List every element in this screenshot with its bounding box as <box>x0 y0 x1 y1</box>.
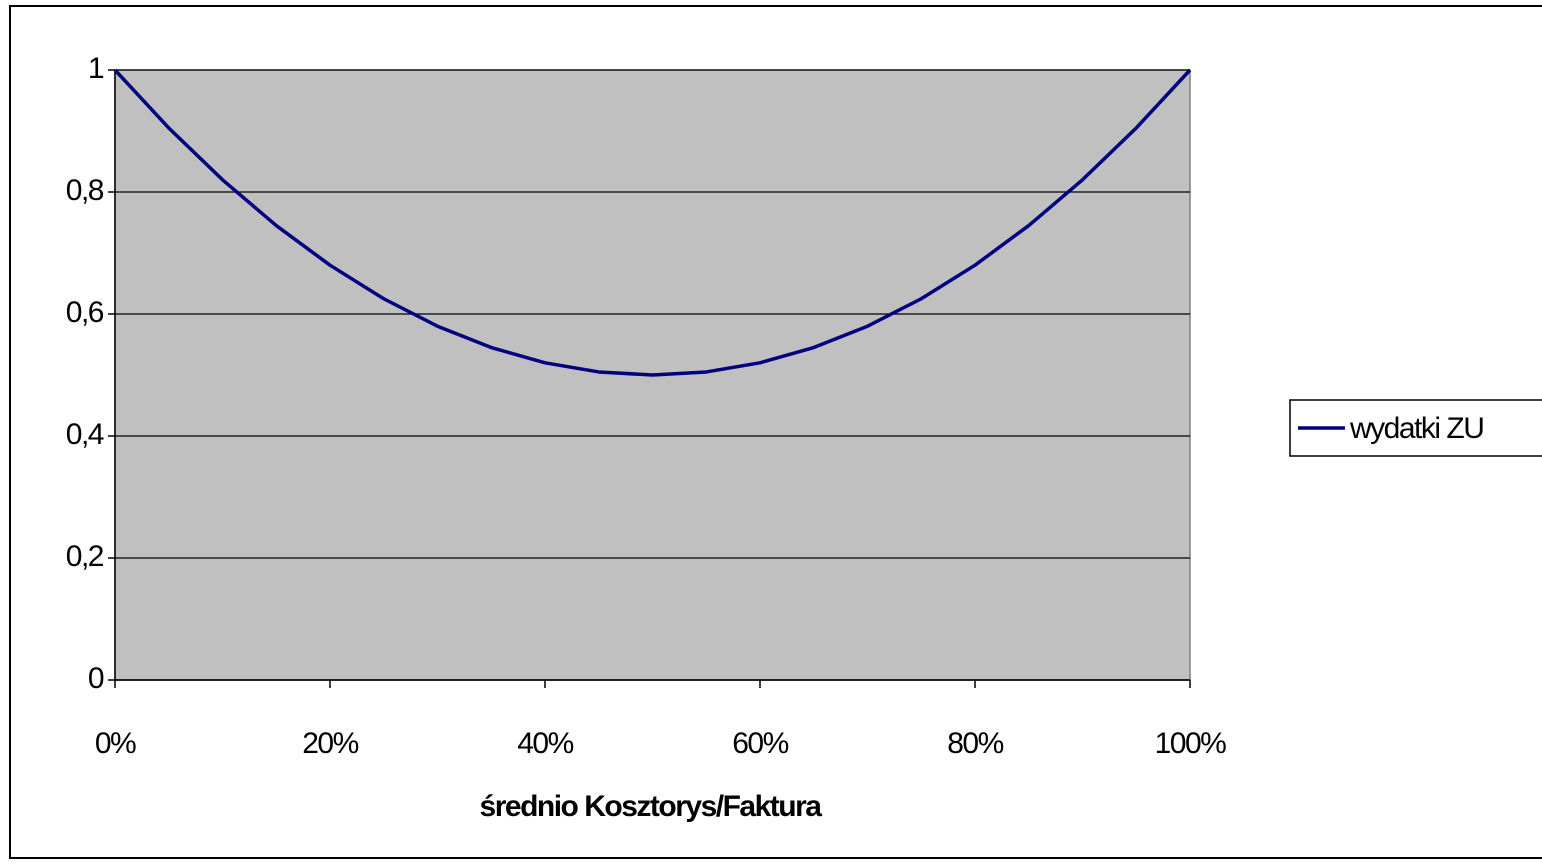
y-tick-label: 0,4 <box>66 418 104 451</box>
legend-label: wydatki ZU <box>1349 412 1483 445</box>
y-tick-label: 0,2 <box>66 540 104 573</box>
series-line <box>113 68 1192 377</box>
x-tick-label: 100% <box>1155 727 1227 760</box>
x-tick-label: 20% <box>302 727 358 760</box>
y-tick-label: 0,6 <box>66 296 104 329</box>
y-tick-label: 0 <box>88 662 104 695</box>
x-tick-label: 0% <box>95 727 136 760</box>
x-tick-label: 40% <box>517 727 573 760</box>
y-tick-label: 0,8 <box>66 174 104 207</box>
x-axis-title: średnio Kosztorys/Faktura <box>480 790 823 823</box>
x-tick-label: 80% <box>947 727 1003 760</box>
y-tick-label: 1 <box>88 52 104 85</box>
x-tick-label: 60% <box>732 727 788 760</box>
